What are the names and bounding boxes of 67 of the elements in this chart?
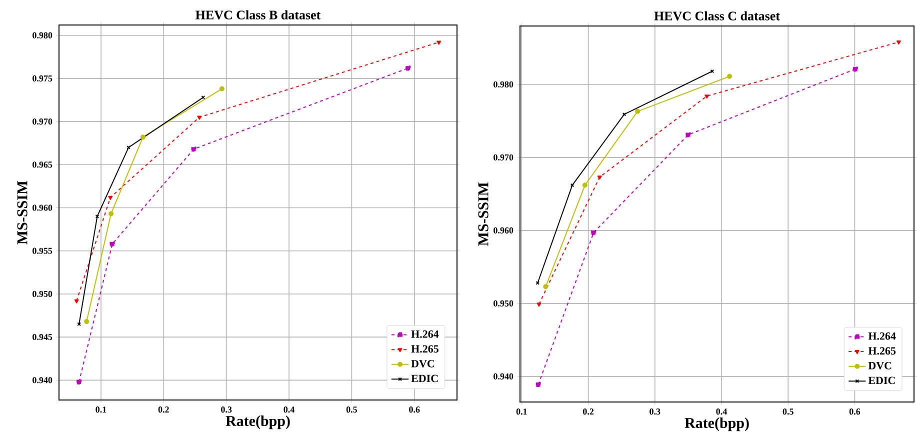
legend-label: EDIC — [411, 374, 438, 382]
point — [570, 183, 574, 188]
y-tick-label: 0.970 — [32, 118, 52, 125]
y-tick-label: 0.950 — [32, 290, 52, 298]
y-tick-label: 0.975 — [32, 75, 52, 82]
y-tick-label: 0.945 — [32, 334, 52, 340]
point — [591, 230, 596, 236]
y-tick-label: 0.960 — [32, 204, 52, 211]
legend-label: H.265 — [411, 345, 438, 353]
point — [84, 319, 90, 324]
point — [543, 284, 548, 290]
x-tick-label: 0.1 — [96, 406, 106, 413]
y-axis-title: MS-SSIM — [17, 180, 28, 244]
point — [197, 116, 202, 120]
x-tick-label: 0.5 — [346, 406, 358, 413]
point — [436, 40, 442, 45]
x-tick-label: 0.6 — [849, 408, 860, 415]
y-tick-label: 0.965 — [32, 162, 52, 168]
point — [686, 132, 691, 138]
x-tick-label: 0.3 — [221, 406, 232, 413]
y-tick-label: 0.955 — [32, 248, 52, 254]
point — [536, 302, 542, 307]
point — [597, 176, 602, 180]
point — [852, 66, 858, 72]
y-tick-label: 0.940 — [494, 373, 514, 380]
point — [191, 146, 196, 152]
point — [108, 196, 113, 200]
legend-label: EDIC — [868, 376, 895, 384]
legend-label: H.265 — [868, 347, 896, 355]
x-tick-label: 0.2 — [583, 408, 594, 415]
y-tick-label: 0.940 — [32, 377, 52, 384]
y-axis-title: MS-SSIM — [478, 182, 488, 246]
point — [622, 112, 626, 116]
point — [582, 182, 588, 188]
legend-label: DVC — [868, 362, 892, 370]
chart-title: HEVC Class C dataset — [654, 11, 780, 20]
x-tick-label: 0.5 — [782, 408, 794, 415]
y-tick-label: 0.950 — [494, 300, 514, 306]
point — [140, 134, 146, 140]
x-tick-label: 0.3 — [650, 408, 660, 415]
point — [896, 40, 901, 45]
y-tick-label: 0.970 — [494, 154, 514, 160]
y-tick-label: 0.980 — [494, 81, 514, 88]
point — [76, 379, 82, 384]
x-tick-label: 0.1 — [516, 408, 527, 415]
legend-label: H.264 — [411, 330, 439, 338]
point — [110, 241, 115, 246]
point — [704, 94, 710, 99]
chart-title: HEVC Class B dataset — [196, 10, 321, 20]
y-tick-label: 0.960 — [494, 227, 514, 234]
y-tick-label: 0.980 — [32, 32, 52, 38]
point — [219, 86, 224, 92]
x-tick-label: 0.2 — [158, 406, 169, 413]
x-tick-label: 0.4 — [716, 408, 727, 415]
point — [536, 382, 541, 387]
x-tick-label: 0.4 — [284, 406, 294, 413]
point — [635, 108, 640, 114]
legend-label: H.264 — [868, 332, 896, 340]
x-axis-title: Rate(bpp) — [684, 418, 749, 432]
point — [108, 211, 114, 216]
point — [406, 66, 411, 71]
point — [74, 299, 79, 304]
legend-label: DVC — [411, 360, 434, 368]
x-tick-label: 0.6 — [409, 406, 420, 413]
point — [95, 214, 100, 218]
x-axis-title: Rate(bpp) — [226, 416, 290, 430]
point — [727, 74, 732, 79]
